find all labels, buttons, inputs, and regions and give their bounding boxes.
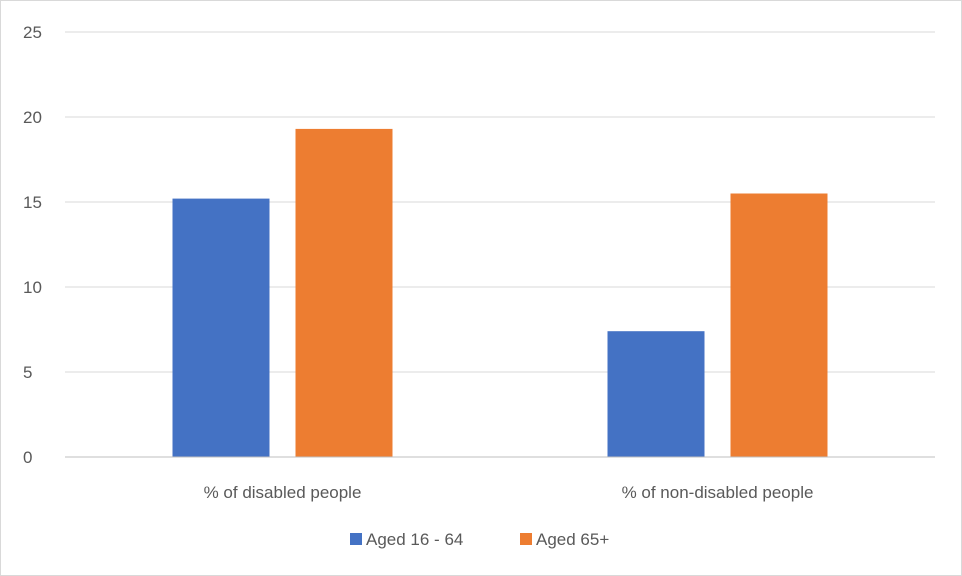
y-tick-label: 5 — [23, 363, 32, 382]
y-tick-label: 25 — [23, 23, 42, 42]
bars — [172, 128, 828, 457]
x-category-label: % of disabled people — [204, 483, 362, 502]
bar-aged-16-64 — [172, 198, 270, 457]
x-axis-category-labels: % of disabled people % of non-disabled pe… — [204, 483, 814, 502]
y-tick-label: 15 — [23, 193, 42, 212]
legend-label: Aged 65+ — [536, 530, 609, 549]
x-category-label: % of non-disabled people — [622, 483, 814, 502]
bar-aged-65-plus — [730, 193, 828, 457]
legend: Aged 16 - 64 Aged 65+ — [350, 530, 609, 549]
bar-aged-65-plus — [295, 128, 393, 457]
y-axis-tick-labels: 0 5 10 15 20 25 — [23, 23, 42, 467]
bar-aged-16-64 — [607, 331, 705, 457]
legend-swatch — [350, 533, 362, 545]
y-tick-label: 10 — [23, 278, 42, 297]
y-tick-label: 20 — [23, 108, 42, 127]
legend-label: Aged 16 - 64 — [366, 530, 463, 549]
legend-swatch — [520, 533, 532, 545]
y-tick-label: 0 — [23, 448, 32, 467]
